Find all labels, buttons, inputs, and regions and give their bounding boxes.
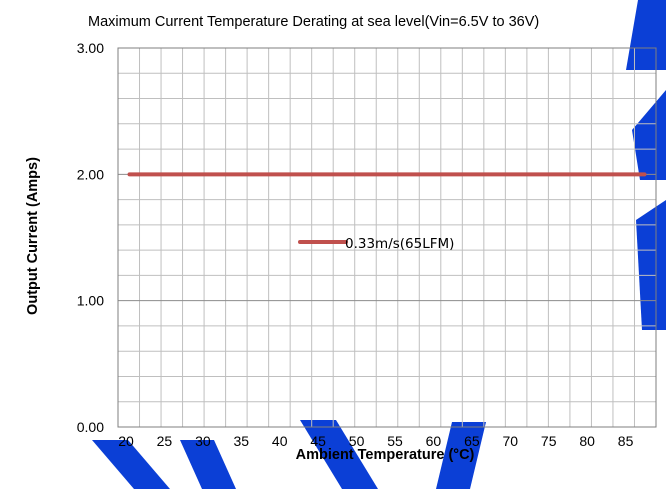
x-axis-ticks: 20 25 30 35 40 45 50 55 60 65 70 75 80 85 [118,433,633,449]
x-tick-label: 80 [579,433,595,449]
x-axis-label: Ambient Temperature (°C) [296,447,475,463]
x-tick-label: 65 [464,433,480,449]
x-tick-label: 85 [618,433,634,449]
x-tick-label: 40 [272,433,288,449]
x-tick-label: 45 [310,433,326,449]
legend: 0.33m/s(65LFM) [298,236,454,252]
y-tick-label: 0.00 [77,419,104,435]
x-tick-label: 25 [157,433,173,449]
plot-area-border [117,47,657,428]
y-axis-label: Output Current (Amps) [25,157,41,315]
y-axis-ticks: 0.00 1.00 2.00 3.00 [77,40,104,435]
y-tick-label: 1.00 [77,293,104,309]
x-tick-label: 75 [541,433,557,449]
y-tick-label: 2.00 [77,166,104,182]
x-tick-label: 30 [195,433,211,449]
x-tick-label: 55 [387,433,403,449]
x-tick-label: 50 [349,433,365,449]
x-tick-label: 20 [118,433,134,449]
x-tick-label: 60 [426,433,442,449]
chart-title: Maximum Current Temperature Derating at … [88,14,539,30]
x-tick-label: 70 [502,433,518,449]
legend-label-series-0: 0.33m/s(65LFM) [345,236,454,252]
x-tick-label: 35 [233,433,249,449]
y-tick-label: 3.00 [77,40,104,56]
